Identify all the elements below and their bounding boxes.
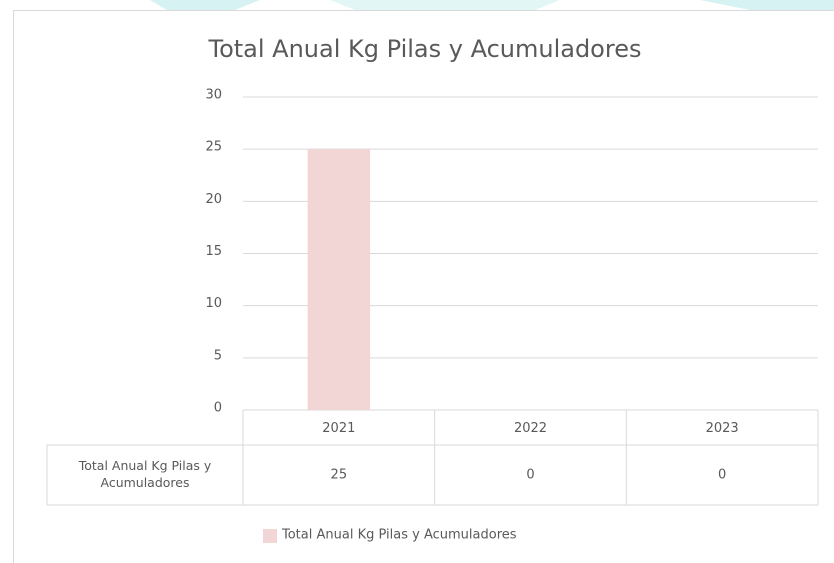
- chart-area: [13, 10, 834, 563]
- y-tick-label: 25: [205, 140, 222, 155]
- chart-title: Total Anual Kg Pilas y Acumuladores: [208, 35, 642, 63]
- x-tick-label: 2023: [706, 421, 739, 436]
- table-value: 0: [718, 468, 726, 483]
- table-row-label-box: Total Anual Kg Pilas y Acumuladores: [78, 458, 212, 490]
- background-shape: [330, 0, 560, 12]
- table-value: 0: [526, 468, 534, 483]
- background-shape: [700, 0, 834, 12]
- bar: [307, 149, 371, 410]
- x-tick-label: 2022: [514, 421, 547, 436]
- table-row-label: Total Anual Kg Pilas y Acumuladores: [78, 458, 212, 490]
- background-shape: [150, 0, 260, 12]
- y-tick-label: 0: [214, 401, 222, 416]
- legend-label: Total Anual Kg Pilas y Acumuladores: [281, 528, 517, 543]
- x-tick-label: 2021: [322, 421, 355, 436]
- y-tick-label: 20: [205, 192, 222, 207]
- y-tick-label: 10: [205, 296, 222, 311]
- y-tick-label: 5: [214, 348, 222, 363]
- table-value: 25: [331, 468, 348, 483]
- legend-swatch: [263, 529, 277, 543]
- y-tick-label: 15: [205, 244, 222, 259]
- y-tick-label: 30: [205, 88, 222, 103]
